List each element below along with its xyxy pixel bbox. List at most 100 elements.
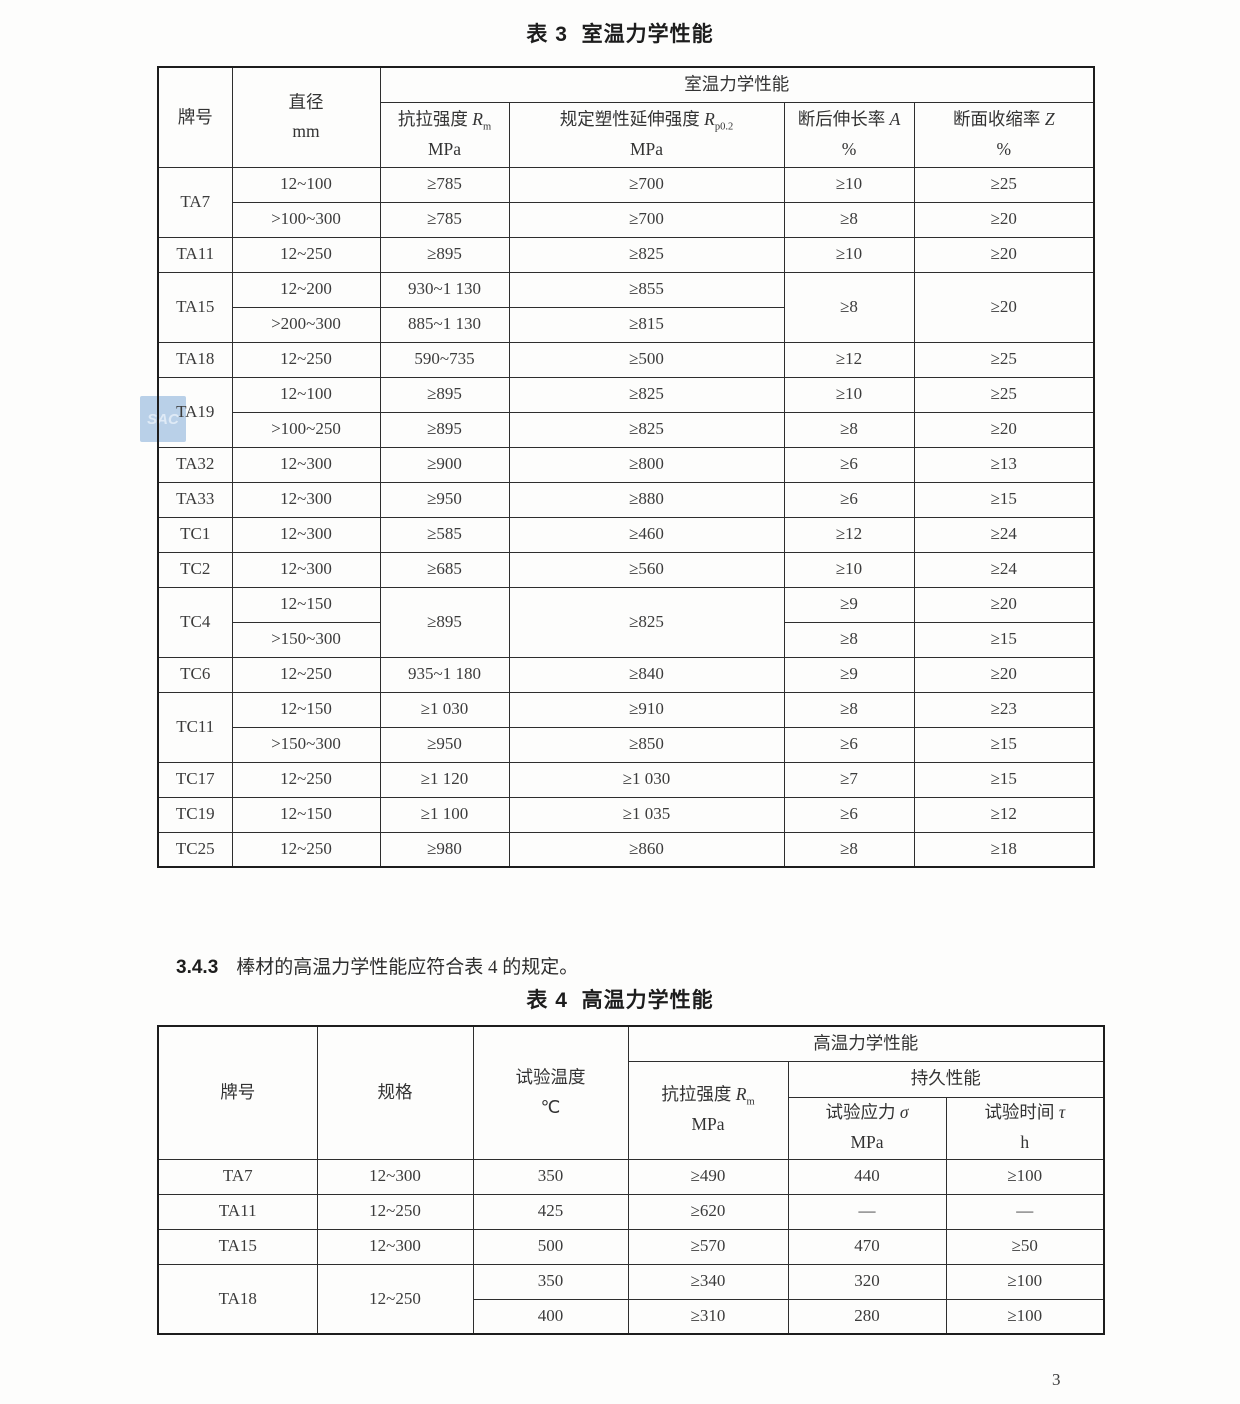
table-row: TC19 12~150 ≥1 100 ≥1 035 ≥6 ≥12 bbox=[157, 796, 1095, 833]
table-row: TC2 12~300 ≥685 ≥560 ≥10 ≥24 bbox=[157, 551, 1095, 588]
header-test-stress-label: 试验应力 σ bbox=[791, 1098, 944, 1128]
cell-reduction: ≥15 bbox=[913, 761, 1095, 798]
cell-time: ≥100 bbox=[945, 1298, 1105, 1335]
cell-diameter: 12~250 bbox=[231, 831, 381, 868]
symbol-R: R bbox=[472, 108, 483, 129]
header-tensile-strength: 抗拉强度 Rm MPa bbox=[379, 101, 510, 168]
cell-elongation: ≥10 bbox=[783, 376, 915, 413]
cell-rp02: ≥560 bbox=[508, 551, 785, 588]
cell-diameter: 12~150 bbox=[231, 586, 381, 623]
clause-343: 3.4.3 棒材的高温力学性能应符合表 4 的规定。 bbox=[157, 930, 578, 1001]
table-row: >200~300 885~1 130 ≥815 bbox=[158, 306, 1094, 343]
cell-diameter: 12~250 bbox=[231, 761, 381, 798]
header-test-time: 试验时间 τ h bbox=[945, 1096, 1105, 1160]
cell-brand: TA11 bbox=[157, 1193, 318, 1230]
cell-rp02: ≥1 035 bbox=[508, 796, 785, 833]
table-row: TC1 12~300 ≥585 ≥460 ≥12 ≥24 bbox=[157, 516, 1095, 553]
cell-rp02: ≥855 bbox=[508, 271, 785, 308]
cell-temp: 350 bbox=[472, 1158, 629, 1195]
header-reduction-of-area: 断面收缩率 Z % bbox=[913, 101, 1095, 168]
table-row: TA19 12~100 ≥895 ≥825 ≥10 ≥25 bbox=[157, 376, 1095, 448]
cell-temp: 350 bbox=[472, 1263, 629, 1300]
symbol-A: A bbox=[889, 108, 901, 129]
header-proof-strength-label: 规定塑性延伸强度 Rp0.2 bbox=[512, 105, 782, 135]
header-text: 断面收缩率 bbox=[952, 108, 1045, 129]
cell-stress: 440 bbox=[787, 1158, 947, 1195]
clause-number: 3.4.3 bbox=[176, 957, 219, 978]
cell-rm: 930~1 130 bbox=[379, 271, 510, 308]
cell-brand: TA33 bbox=[157, 481, 233, 518]
cell-reduction: ≥15 bbox=[913, 726, 1095, 763]
header-group-room-temp: 室温力学性能 bbox=[379, 66, 1095, 103]
cell-rm: ≥895 bbox=[379, 376, 510, 413]
header-test-stress-unit: MPa bbox=[850, 1132, 884, 1152]
cell-brand: TA15 bbox=[157, 1228, 318, 1265]
cell-reduction: ≥24 bbox=[913, 551, 1095, 588]
cell-rm: ≥950 bbox=[379, 481, 510, 518]
cell-elongation: ≥6 bbox=[783, 446, 915, 483]
table-row: TA18 12~250 590~735 ≥500 ≥12 ≥25 bbox=[157, 341, 1095, 378]
cell-stress: 320 bbox=[787, 1263, 947, 1300]
cell-brand: TA11 bbox=[157, 236, 233, 273]
header-text: 抗拉强度 bbox=[397, 108, 473, 129]
table-row: 试验应力 σ MPa 试验时间 τ h bbox=[158, 1096, 1105, 1160]
cell-rp02: ≥825 bbox=[508, 411, 785, 448]
table3-room-temp-properties: 牌号 直径 mm 室温力学性能 抗拉强度 Rm MPa 规定塑性延伸强度 Rp0… bbox=[157, 66, 1095, 868]
cell-rp02: ≥460 bbox=[508, 516, 785, 553]
table-row: TA11 12~250 ≥895 ≥825 ≥10 ≥20 bbox=[157, 236, 1095, 273]
table-row: TC17 12~250 ≥1 120 ≥1 030 ≥7 ≥15 bbox=[157, 761, 1095, 798]
cell-rm: ≥585 bbox=[379, 516, 510, 553]
cell-reduction: ≥20 bbox=[913, 411, 1095, 448]
table-row: TA11 12~250 425 ≥620 — — bbox=[157, 1193, 1105, 1230]
cell-rm: ≥900 bbox=[379, 446, 510, 483]
cell-diameter: 12~200 bbox=[231, 271, 381, 308]
table-row: TA32 12~300 ≥900 ≥800 ≥6 ≥13 bbox=[157, 446, 1095, 483]
cell-brand: TC25 bbox=[157, 831, 233, 868]
table4-title: 表 4 高温力学性能 bbox=[526, 989, 714, 1012]
cell-diameter: 12~300 bbox=[231, 516, 381, 553]
header-reduction-unit: % bbox=[996, 138, 1012, 159]
cell-elongation: ≥10 bbox=[783, 166, 915, 203]
cell-stress: — bbox=[787, 1193, 947, 1230]
cell-elongation: ≥8 bbox=[783, 621, 915, 658]
header-reduction-label: 断面收缩率 Z bbox=[917, 105, 1092, 135]
cell-rm: 885~1 130 bbox=[379, 306, 510, 343]
header-proof-strength-unit: MPa bbox=[629, 138, 664, 159]
cell-elongation: ≥6 bbox=[783, 726, 915, 763]
cell-brand: TC19 bbox=[157, 796, 233, 833]
cell-reduction: ≥25 bbox=[913, 341, 1095, 378]
table-row: 牌号 直径 mm 室温力学性能 bbox=[157, 66, 1095, 168]
cell-rm: ≥895 bbox=[379, 586, 510, 658]
cell-reduction: ≥13 bbox=[913, 446, 1095, 483]
cell-rm: ≥490 bbox=[627, 1158, 789, 1195]
cell-diameter: 12~250 bbox=[231, 236, 381, 273]
cell-reduction: ≥15 bbox=[913, 621, 1095, 658]
cell-diameter: >150~300 bbox=[231, 621, 381, 658]
cell-rm: 935~1 180 bbox=[379, 656, 510, 693]
header-proof-strength: 规定塑性延伸强度 Rp0.2 MPa bbox=[508, 101, 785, 168]
cell-brand: TA19 bbox=[157, 376, 233, 448]
header-text: 断后伸长率 bbox=[797, 108, 890, 129]
cell-diameter: 12~250 bbox=[231, 656, 381, 693]
header-group-high-temp: 高温力学性能 bbox=[627, 1025, 1105, 1062]
cell-rp02: ≥700 bbox=[508, 201, 785, 238]
cell-rm: ≥785 bbox=[379, 201, 510, 238]
cell-brand: TC2 bbox=[157, 551, 233, 588]
page-number: 3 bbox=[1052, 1370, 1061, 1389]
cell-rm: ≥980 bbox=[379, 831, 510, 868]
header-tensile-strength-unit: MPa bbox=[691, 1114, 725, 1134]
table-row: TA33 12~300 ≥950 ≥880 ≥6 ≥15 bbox=[157, 481, 1095, 518]
cell-rp02: ≥800 bbox=[508, 446, 785, 483]
header-test-stress: 试验应力 σ MPa bbox=[787, 1096, 947, 1160]
cell-stress: 470 bbox=[787, 1228, 947, 1265]
cell-elongation: ≥8 bbox=[783, 271, 915, 343]
cell-elongation: ≥12 bbox=[783, 341, 915, 378]
subscript-m: m bbox=[482, 121, 492, 133]
cell-rm: ≥895 bbox=[379, 411, 510, 448]
cell-rp02: ≥1 030 bbox=[508, 761, 785, 798]
cell-brand: TC11 bbox=[157, 691, 233, 763]
symbol-tau: τ bbox=[1058, 1102, 1066, 1123]
cell-spec: 12~250 bbox=[316, 1193, 474, 1230]
cell-time: ≥100 bbox=[945, 1263, 1105, 1300]
cell-reduction: ≥20 bbox=[913, 236, 1095, 273]
